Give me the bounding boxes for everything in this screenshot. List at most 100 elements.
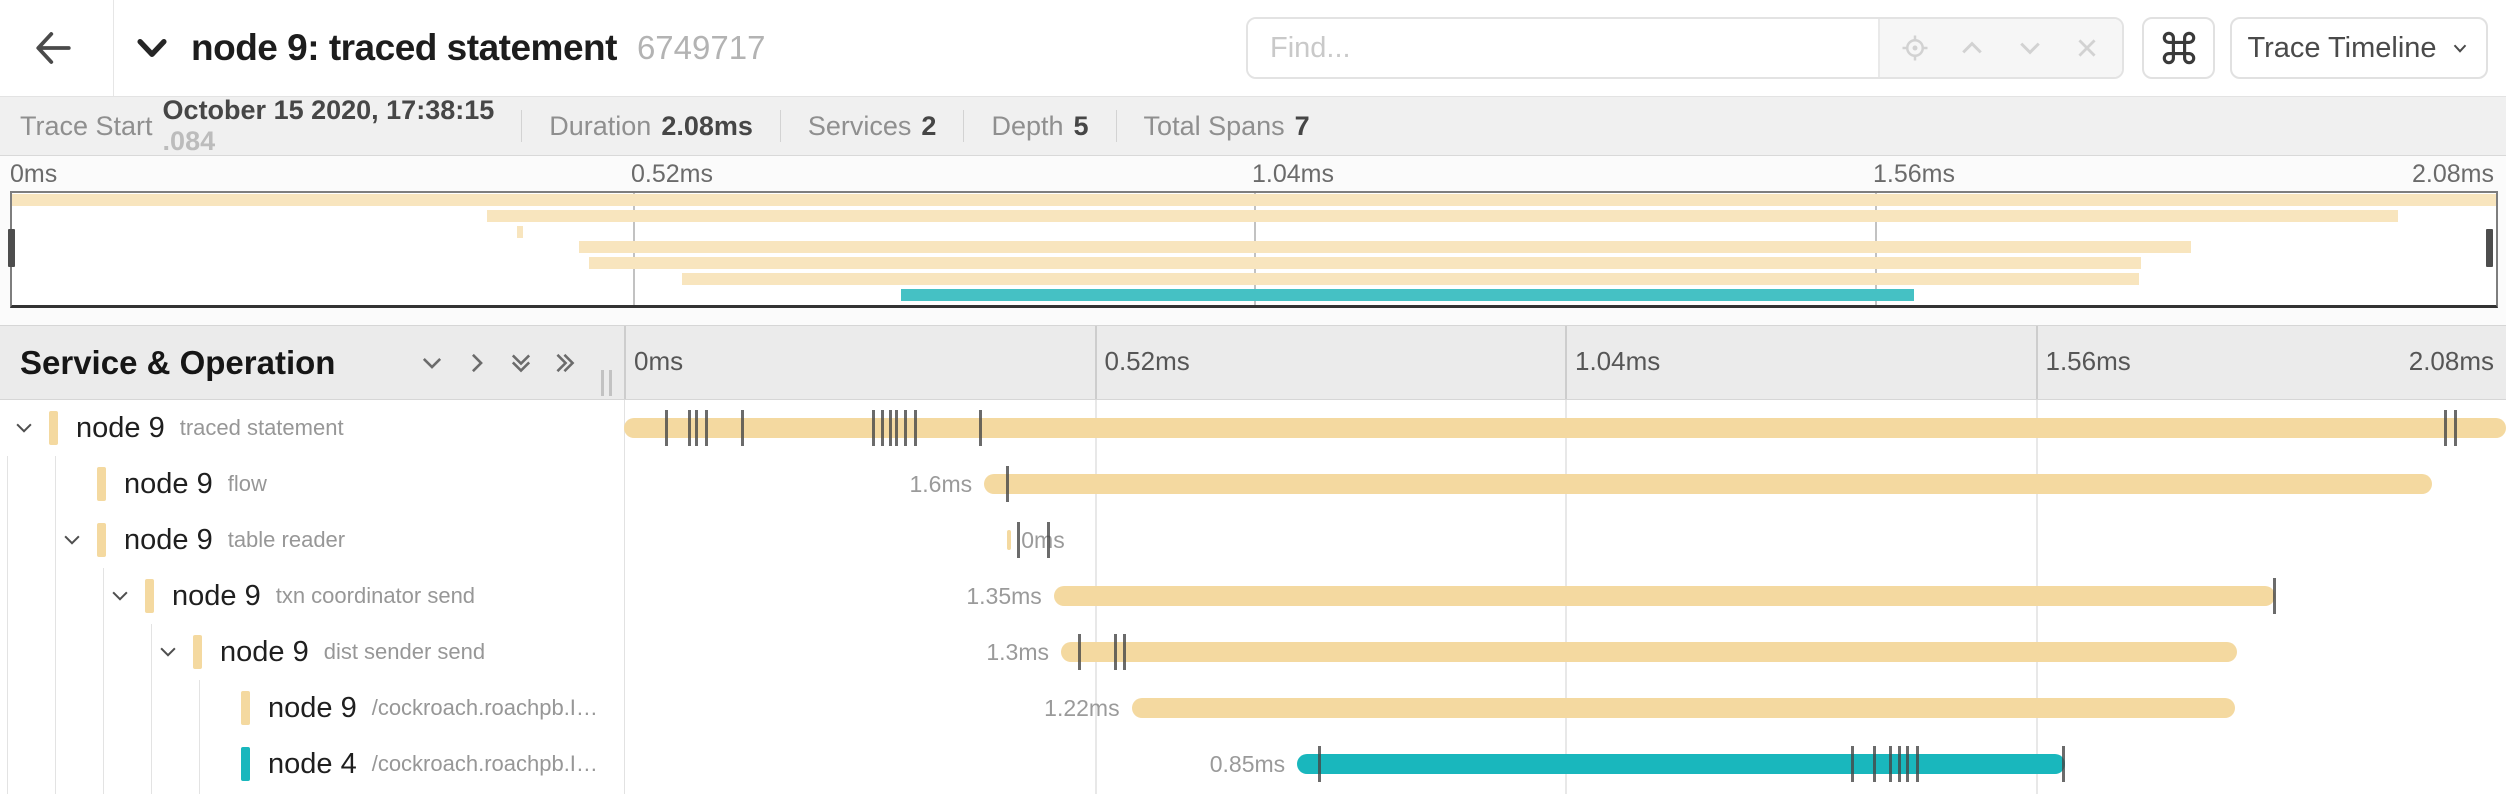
- ruler-label: 1.04ms: [1575, 346, 1661, 376]
- span-row[interactable]: node 9 dist sender send 1.3ms: [0, 624, 2506, 680]
- span-log-tick[interactable]: [978, 410, 982, 446]
- span-duration-label: 1.22ms: [1044, 695, 1120, 721]
- prev-result-icon[interactable]: [1957, 33, 1987, 63]
- service-name: node 9 table reader: [124, 523, 346, 556]
- rows-column-divider: [624, 400, 625, 794]
- span-duration-bar[interactable]: [624, 418, 2506, 438]
- operation-name: /cockroach.roachpb.I…: [371, 751, 598, 776]
- span-duration-bar[interactable]: [1131, 698, 2236, 718]
- span-log-tick[interactable]: [705, 410, 709, 446]
- collapse-all-icon[interactable]: [506, 348, 536, 378]
- span-log-tick[interactable]: [664, 410, 668, 446]
- summary-separator: [521, 110, 523, 142]
- span-log-tick[interactable]: [1046, 522, 1050, 558]
- span-log-tick[interactable]: [1872, 746, 1876, 782]
- minimap-left-scrubber[interactable]: [8, 229, 15, 267]
- span-log-tick[interactable]: [1016, 522, 1020, 558]
- collapse-trace-chevron-icon[interactable]: [133, 29, 171, 67]
- span-log-tick[interactable]: [2272, 578, 2276, 614]
- summary-value: 2.08ms: [661, 110, 753, 141]
- span-log-tick[interactable]: [880, 410, 884, 446]
- span-log-tick[interactable]: [1850, 746, 1854, 782]
- operation-name: table reader: [227, 527, 346, 552]
- span-duration-label: 1.3ms: [986, 639, 1050, 665]
- app-header: node 9: traced statement 6749717: [0, 0, 2506, 97]
- span-duration-bar[interactable]: [1006, 530, 1012, 550]
- span-log-tick[interactable]: [914, 410, 918, 446]
- span-duration-bar[interactable]: [1061, 642, 2238, 662]
- span-log-tick[interactable]: [904, 410, 908, 446]
- minimap-ruler-label: 0.52ms: [631, 160, 713, 188]
- operation-name: /cockroach.roachpb.I…: [371, 695, 598, 720]
- span-log-tick[interactable]: [2453, 410, 2457, 446]
- span-row[interactable]: node 9 flow 1.6ms: [0, 456, 2506, 512]
- expand-one-icon[interactable]: [462, 348, 492, 378]
- expand-chevron-icon[interactable]: [61, 529, 83, 551]
- span-log-tick[interactable]: [1897, 746, 1901, 782]
- span-duration-bar[interactable]: [1297, 754, 2066, 774]
- summary-separator: [1115, 110, 1117, 142]
- span-log-tick[interactable]: [694, 410, 698, 446]
- span-row[interactable]: node 9 txn coordinator send 1.35ms: [0, 568, 2506, 624]
- span-log-tick[interactable]: [889, 410, 893, 446]
- span-log-tick[interactable]: [1916, 746, 1920, 782]
- collapse-one-icon[interactable]: [417, 348, 447, 378]
- span-duration-bar[interactable]: [984, 474, 2432, 494]
- span-log-tick[interactable]: [871, 410, 875, 446]
- span-log-tick[interactable]: [688, 410, 692, 446]
- minimap-span-bar: [487, 209, 2399, 222]
- span-duration-bar[interactable]: [1053, 586, 2276, 606]
- span-log-tick[interactable]: [1317, 746, 1321, 782]
- span-log-tick[interactable]: [1906, 746, 1910, 782]
- locate-icon[interactable]: [1900, 33, 1930, 63]
- summary-label: Duration: [549, 110, 652, 141]
- span-row[interactable]: node 4/cockroach.roachpb.I… 0.85ms: [0, 736, 2506, 792]
- expand-all-icon[interactable]: [550, 348, 580, 378]
- service-name: node 9 traced statement: [76, 411, 344, 444]
- minimap-ruler-label: 1.56ms: [1873, 160, 1955, 188]
- minimap-canvas[interactable]: [10, 191, 2498, 308]
- service-operation-header: Service & Operation: [20, 343, 336, 381]
- summary-separator: [963, 110, 965, 142]
- operation-name: dist sender send: [323, 639, 486, 664]
- ruler-label: 1.56ms: [2045, 346, 2131, 376]
- span-log-tick[interactable]: [740, 410, 744, 446]
- expand-chevron-icon[interactable]: [13, 417, 35, 439]
- service-color-bar: [97, 523, 106, 557]
- view-selector-dropdown[interactable]: Trace Timeline: [2230, 17, 2488, 79]
- trace-summary-bar: Trace Start October 15 2020, 17:38:15.084…: [0, 95, 2506, 156]
- span-log-tick[interactable]: [1078, 634, 1082, 670]
- span-log-tick[interactable]: [1005, 466, 1009, 502]
- ruler-gridline: [1565, 326, 1567, 399]
- minimap-span-bar: [681, 273, 2139, 285]
- span-log-tick[interactable]: [1888, 746, 1892, 782]
- span-log-tick[interactable]: [2444, 410, 2448, 446]
- span-duration-label: 0ms: [1021, 527, 1065, 553]
- span-log-tick[interactable]: [1113, 634, 1117, 670]
- tree-guide-line: [199, 680, 200, 794]
- back-button[interactable]: [24, 20, 82, 76]
- expand-chevron-icon[interactable]: [109, 585, 131, 607]
- summary-separator: [779, 110, 781, 142]
- span-row[interactable]: node 9/cockroach.roachpb.I… 1.22ms: [0, 680, 2506, 736]
- span-row[interactable]: node 9 traced statement: [0, 400, 2506, 456]
- minimap-right-scrubber[interactable]: [2486, 229, 2493, 267]
- clear-search-icon[interactable]: [2072, 33, 2102, 63]
- span-log-tick[interactable]: [2061, 746, 2065, 782]
- summary-value: 5: [1073, 110, 1089, 141]
- keyboard-shortcuts-button[interactable]: [2142, 17, 2215, 79]
- column-resizer-grip[interactable]: [601, 370, 617, 396]
- expand-chevron-icon[interactable]: [157, 641, 179, 663]
- span-log-tick[interactable]: [1123, 634, 1127, 670]
- minimap-span-bar: [579, 241, 2192, 254]
- ruler-gridline: [2035, 326, 2038, 399]
- span-row[interactable]: node 9 table reader 0ms: [0, 512, 2506, 568]
- span-log-tick[interactable]: [895, 410, 899, 446]
- next-result-icon[interactable]: [2015, 33, 2045, 63]
- page-title: node 9: traced statement: [191, 27, 617, 68]
- minimap-span-bar: [12, 194, 2496, 206]
- command-icon: [2158, 27, 2200, 69]
- search-input[interactable]: [1248, 19, 1878, 77]
- service-color-bar: [49, 411, 58, 445]
- chevron-down-icon: [2449, 37, 2471, 59]
